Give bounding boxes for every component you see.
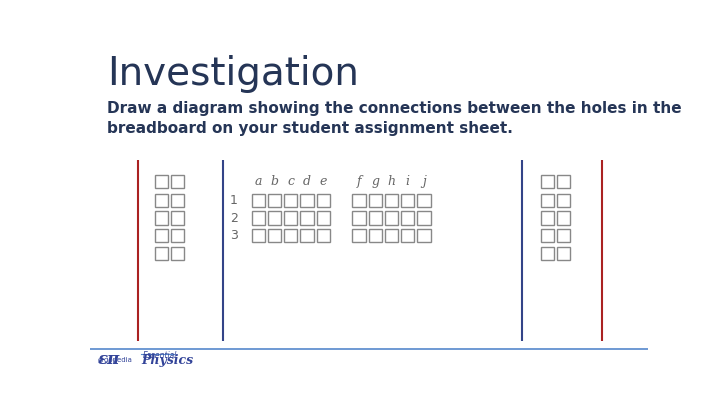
Bar bbox=[155, 247, 168, 260]
Bar bbox=[401, 229, 414, 242]
Bar bbox=[352, 229, 366, 242]
Text: ergopedia: ergopedia bbox=[98, 357, 132, 363]
Bar bbox=[268, 211, 281, 224]
Bar bbox=[171, 247, 184, 260]
Text: h: h bbox=[387, 175, 395, 188]
Bar bbox=[171, 175, 184, 188]
Text: Draw a diagram showing the connections between the holes in the
breadboard on yo: Draw a diagram showing the connections b… bbox=[107, 101, 682, 136]
Bar bbox=[557, 229, 570, 242]
Bar bbox=[385, 229, 398, 242]
Bar bbox=[418, 211, 431, 224]
Bar bbox=[268, 194, 281, 207]
Bar bbox=[300, 194, 314, 207]
Bar bbox=[418, 229, 431, 242]
Bar bbox=[369, 194, 382, 207]
Text: j: j bbox=[422, 175, 426, 188]
Bar bbox=[171, 194, 184, 207]
Bar bbox=[300, 211, 314, 224]
Bar bbox=[155, 194, 168, 207]
Text: 3: 3 bbox=[230, 229, 238, 242]
Bar bbox=[385, 194, 398, 207]
Bar bbox=[300, 229, 314, 242]
Bar bbox=[251, 211, 265, 224]
Bar bbox=[401, 211, 414, 224]
Text: Essential: Essential bbox=[143, 351, 177, 360]
Bar bbox=[541, 194, 554, 207]
Bar bbox=[317, 194, 330, 207]
Bar bbox=[385, 211, 398, 224]
Bar bbox=[317, 211, 330, 224]
Bar bbox=[369, 229, 382, 242]
Text: i: i bbox=[406, 175, 410, 188]
Bar bbox=[284, 194, 297, 207]
Bar bbox=[251, 194, 265, 207]
Bar bbox=[541, 229, 554, 242]
Bar bbox=[251, 229, 265, 242]
Bar bbox=[268, 229, 281, 242]
Bar bbox=[284, 211, 297, 224]
Bar bbox=[155, 175, 168, 188]
Bar bbox=[541, 175, 554, 188]
Text: b: b bbox=[271, 175, 279, 188]
Text: Physics: Physics bbox=[141, 354, 193, 367]
Text: 2: 2 bbox=[230, 211, 238, 224]
Text: Investigation: Investigation bbox=[107, 55, 359, 93]
Bar bbox=[369, 211, 382, 224]
Text: f: f bbox=[356, 175, 361, 188]
Text: a: a bbox=[254, 175, 262, 188]
Text: επ: επ bbox=[98, 351, 120, 368]
Bar bbox=[418, 194, 431, 207]
Bar bbox=[401, 194, 414, 207]
Bar bbox=[317, 229, 330, 242]
Bar bbox=[541, 247, 554, 260]
Bar bbox=[352, 211, 366, 224]
Bar bbox=[171, 229, 184, 242]
Bar bbox=[557, 211, 570, 224]
Bar bbox=[557, 247, 570, 260]
Bar bbox=[541, 211, 554, 224]
Bar bbox=[557, 175, 570, 188]
Bar bbox=[557, 194, 570, 207]
Text: e: e bbox=[320, 175, 327, 188]
Bar bbox=[284, 229, 297, 242]
Bar bbox=[155, 229, 168, 242]
Bar bbox=[352, 194, 366, 207]
Text: g: g bbox=[372, 175, 379, 188]
Text: 1: 1 bbox=[230, 194, 238, 207]
Text: d: d bbox=[303, 175, 311, 188]
Bar bbox=[155, 211, 168, 224]
Bar bbox=[171, 211, 184, 224]
Text: c: c bbox=[287, 175, 294, 188]
